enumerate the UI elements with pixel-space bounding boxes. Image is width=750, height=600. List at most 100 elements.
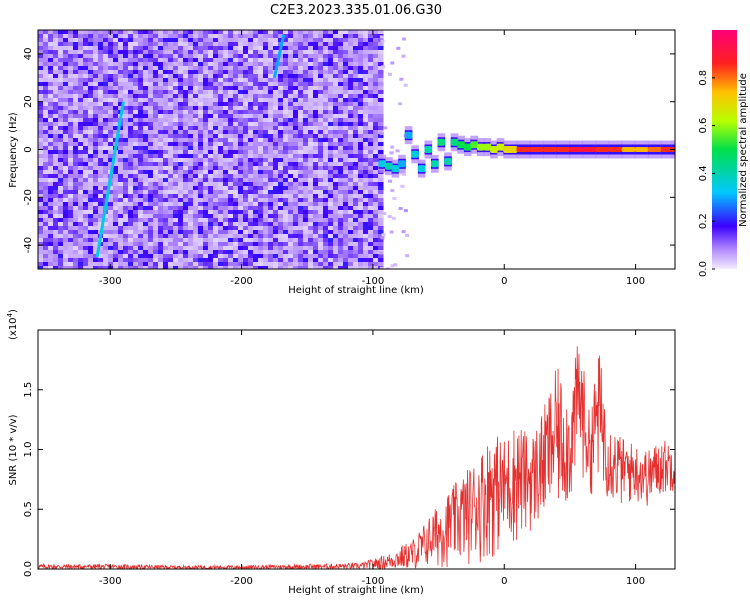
spectrogram-cell: [348, 126, 354, 131]
spectrogram-cell: [248, 38, 254, 43]
spectrogram-cell: [53, 90, 59, 95]
spectrogram-cell: [118, 162, 124, 167]
spectrogram-cell: [183, 102, 189, 107]
spectrogram-cell: [88, 162, 94, 167]
spectrogram-cell: [78, 178, 84, 183]
carrier-point: [437, 138, 446, 146]
spectrogram-cell: [363, 58, 369, 63]
spectrogram-cell: [258, 194, 264, 199]
spectrogram-cell: [278, 170, 284, 175]
spectrogram-cell: [323, 198, 329, 203]
spectrogram-cell: [203, 110, 209, 115]
spectrogram-cell: [323, 154, 329, 159]
spectrogram-cell: [98, 206, 104, 211]
spectrogram-cell: [88, 222, 94, 227]
spectrogram-cell: [48, 210, 54, 215]
spectrogram-cell: [243, 258, 249, 263]
spectrogram-cell: [48, 62, 54, 67]
spectrogram-cell: [98, 122, 104, 127]
spectrogram-cell: [118, 158, 124, 163]
spectrogram-cell: [283, 182, 289, 187]
spectrogram-cell: [258, 186, 264, 191]
spectrogram-cell: [173, 186, 179, 191]
spectrogram-cell: [223, 74, 229, 79]
spectrogram-cell: [118, 58, 124, 63]
spectrogram-cell: [118, 126, 124, 131]
spectrogram-cell: [228, 246, 234, 251]
spectrogram-cell: [328, 30, 334, 35]
spectrogram-cell: [268, 54, 274, 59]
spectrogram-cell: [213, 262, 219, 267]
spectrogram-cell: [238, 254, 244, 259]
spectrogram-cell: [148, 250, 154, 255]
spectrogram-cell: [248, 242, 254, 247]
spectrogram-cell: [233, 262, 239, 267]
spectrogram-cell: [333, 70, 339, 75]
spectrogram-cell: [293, 242, 299, 247]
spectrogram-cell: [38, 30, 44, 35]
spectrogram-cell: [323, 258, 329, 263]
spectrogram-cell: [48, 166, 54, 171]
spectrogram-cell: [73, 250, 79, 255]
spectrogram-cell: [78, 238, 84, 243]
spectrogram-cell: [383, 126, 388, 130]
spectrogram-cell: [288, 230, 294, 235]
spectrogram-cell: [103, 90, 109, 95]
spectrogram-cell: [363, 42, 369, 47]
spectrogram-cell: [123, 174, 129, 179]
spectrogram-cell: [318, 182, 324, 187]
spectrogram-cell: [318, 62, 324, 67]
spectrogram-cell: [243, 90, 249, 95]
spectrogram-cell: [123, 262, 129, 267]
spectrogram-cell: [313, 50, 319, 55]
spectrogram-cell: [198, 78, 204, 83]
spectrogram-cell: [278, 58, 284, 63]
spectrogram-cell: [53, 186, 59, 191]
spectrogram-cell: [378, 90, 384, 95]
spectrogram-cell: [153, 98, 159, 103]
spectrogram-cell: [53, 54, 59, 59]
spectrogram-cell: [218, 218, 224, 223]
spectrogram-cell: [78, 42, 84, 47]
spectrogram-cell: [43, 198, 49, 203]
spectrogram-cell: [213, 114, 219, 119]
spectrogram-cell: [303, 130, 309, 135]
spectrogram-cell: [68, 190, 74, 195]
spectrogram-cell: [348, 86, 354, 91]
spectrogram-cell: [108, 142, 114, 147]
spectrogram-cell: [373, 154, 379, 159]
spectrogram-cell: [83, 262, 89, 267]
spectrogram-cell: [68, 174, 74, 179]
spectrogram-cell: [263, 58, 269, 63]
spectrogram-cell: [113, 186, 119, 191]
spectrogram-cell: [133, 118, 139, 123]
spectrogram-cell: [98, 110, 104, 115]
spectrogram-cell: [203, 70, 209, 75]
spectrogram-cell: [183, 98, 189, 103]
spectrogram-cell: [68, 222, 74, 227]
spectrogram-cell: [278, 146, 284, 151]
spectrogram-cell: [143, 98, 149, 103]
spectrogram-cell: [53, 42, 59, 47]
spectrogram-cell: [63, 246, 69, 251]
spectrogram-cell: [318, 170, 324, 175]
spectrogram-cell: [73, 214, 79, 219]
spectrogram-cell: [113, 46, 119, 51]
spectrogram-cell: [323, 62, 329, 67]
spectrogram-cell: [168, 110, 174, 115]
spectrogram-cell: [278, 262, 284, 267]
spectrogram-cell: [123, 266, 129, 269]
spectrogram-cell: [83, 266, 89, 269]
spectrogram-cell: [88, 246, 94, 251]
spectrogram-cell: [133, 230, 139, 235]
spectrogram-cell: [128, 238, 134, 243]
spectrogram-cell: [118, 222, 124, 227]
carrier-point: [490, 146, 498, 153]
spectrogram-cell: [223, 54, 229, 59]
spectrogram-cell: [353, 54, 359, 59]
spectrogram-cell: [253, 62, 259, 67]
spectrogram-cell: [303, 218, 309, 223]
spectrogram-cell: [138, 262, 144, 267]
spectrogram-cell: [53, 86, 59, 91]
spectrogram-cell: [168, 238, 174, 243]
